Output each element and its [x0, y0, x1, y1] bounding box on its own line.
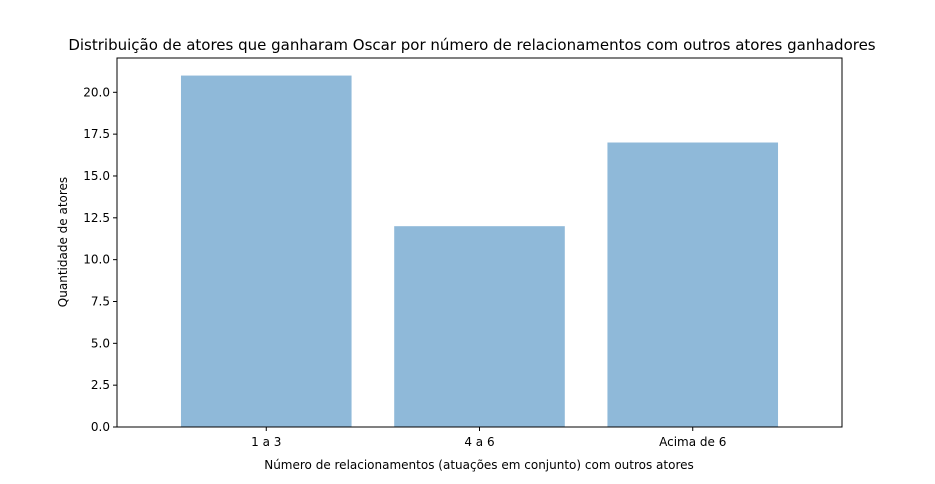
y-axis: 0.0 2.5 5.0 7.5 10.0 12.5 15.0 17.5 20.0	[83, 85, 117, 434]
bar-0	[180, 75, 352, 428]
y-tick-label-6: 15.0	[83, 169, 110, 183]
x-axis: 1 a 3 4 a 6 Acima de 6	[251, 427, 726, 449]
y-tick-label-5: 12.5	[83, 211, 110, 225]
x-axis-label: Número de relacionamentos (atuações em c…	[264, 458, 694, 472]
y-tick-label-4: 10.0	[83, 253, 110, 267]
y-tick-label-8: 20.0	[83, 85, 110, 99]
x-tick-label-0: 1 a 3	[251, 435, 281, 449]
bar-1	[394, 226, 565, 427]
x-tick-label-1: 4 a 6	[464, 435, 494, 449]
y-tick-label-0: 0.0	[91, 420, 110, 434]
bar-2	[607, 142, 779, 428]
plot-frame	[116, 57, 843, 428]
y-tick-label-2: 5.0	[91, 336, 110, 350]
y-tick-label-3: 7.5	[91, 294, 110, 308]
y-tick-label-1: 2.5	[91, 378, 110, 392]
chart-title: Distribuição de atores que ganharam Osca…	[68, 36, 875, 54]
y-tick-label-7: 17.5	[83, 127, 110, 141]
bars-layer	[180, 75, 779, 428]
x-tick-label-2: Acima de 6	[659, 435, 726, 449]
y-axis-label: Quantidade de atores	[56, 177, 70, 307]
